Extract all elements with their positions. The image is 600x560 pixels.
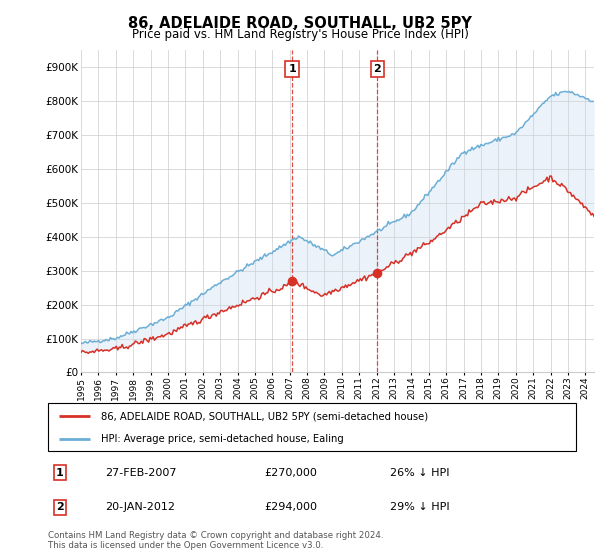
Text: Contains HM Land Registry data © Crown copyright and database right 2024.
This d: Contains HM Land Registry data © Crown c… (48, 530, 383, 550)
Text: HPI: Average price, semi-detached house, Ealing: HPI: Average price, semi-detached house,… (101, 434, 344, 444)
Text: 1: 1 (56, 468, 64, 478)
Text: 86, ADELAIDE ROAD, SOUTHALL, UB2 5PY (semi-detached house): 86, ADELAIDE ROAD, SOUTHALL, UB2 5PY (se… (101, 411, 428, 421)
Text: £270,000: £270,000 (264, 468, 317, 478)
Text: 1: 1 (289, 64, 296, 74)
Text: 2: 2 (374, 64, 382, 74)
Text: 2: 2 (56, 502, 64, 512)
Text: 29% ↓ HPI: 29% ↓ HPI (390, 502, 449, 512)
Point (373, 268, 382, 277)
Text: 20-JAN-2012: 20-JAN-2012 (105, 502, 175, 512)
Text: 27-FEB-2007: 27-FEB-2007 (105, 468, 176, 478)
Text: Price paid vs. HM Land Registry's House Price Index (HPI): Price paid vs. HM Land Registry's House … (131, 28, 469, 41)
Point (287, 277, 297, 286)
Text: 86, ADELAIDE ROAD, SOUTHALL, UB2 5PY: 86, ADELAIDE ROAD, SOUTHALL, UB2 5PY (128, 16, 472, 31)
Text: 26% ↓ HPI: 26% ↓ HPI (390, 468, 449, 478)
Text: £294,000: £294,000 (264, 502, 317, 512)
